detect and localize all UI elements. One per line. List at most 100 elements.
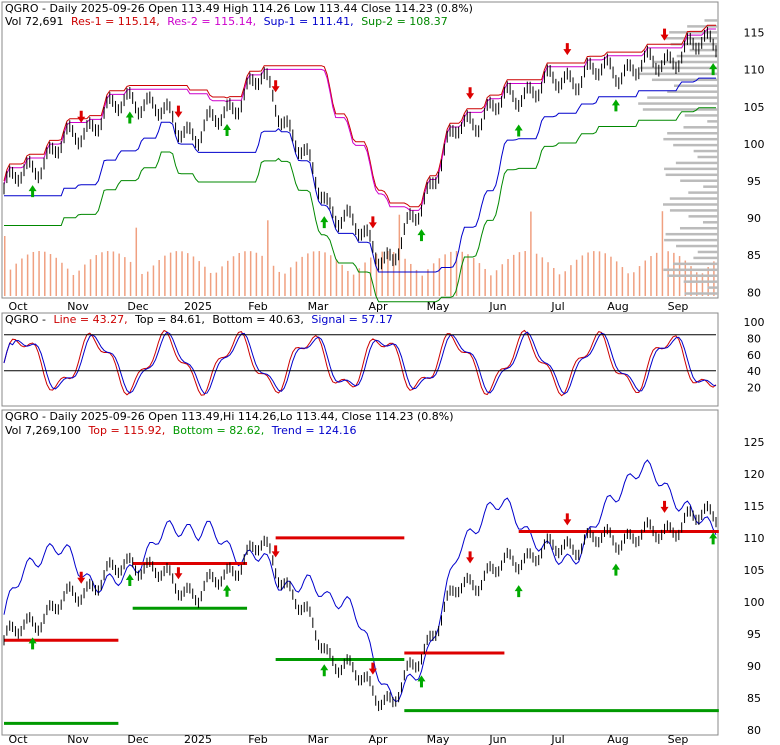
volume-profile-bin — [697, 155, 718, 159]
volume-bar — [335, 259, 338, 296]
volume-bar — [267, 220, 269, 296]
volume-bar — [95, 255, 98, 296]
volume-bar — [118, 253, 120, 296]
volume-bar — [44, 251, 46, 296]
month-label: Jun — [488, 300, 506, 313]
volume-profile-bin — [647, 96, 718, 99]
month-label: Feb — [248, 300, 267, 313]
volume-bar — [490, 275, 492, 296]
volume-bar — [598, 251, 601, 296]
volume-bar — [187, 253, 189, 296]
sell-arrow-bottom — [563, 513, 572, 526]
stochastic-line-label: Line = 43.27, — [53, 313, 127, 326]
sell-arrow-top — [271, 80, 280, 93]
volume-profile-bin — [673, 143, 718, 147]
volume-bar — [175, 251, 178, 296]
volume-bar — [615, 261, 618, 296]
sell-arrow-top — [77, 110, 86, 123]
volume-profile-bin — [702, 221, 718, 224]
volume-bar — [364, 262, 366, 296]
volume-profile-bin — [693, 256, 718, 260]
sell-arrow-bottom — [174, 567, 183, 580]
month-label-bottom: Apr — [368, 733, 388, 745]
volume-bar — [146, 271, 149, 296]
volume-bar — [633, 272, 635, 296]
stochastic-tick-label: 100 — [744, 316, 765, 329]
volume-profile-bin — [707, 120, 718, 123]
res2-line — [3, 28, 716, 211]
volume-profile-bin — [665, 232, 718, 236]
sell-arrow-bottom — [77, 571, 86, 584]
signal-arrows-bottom — [28, 500, 718, 688]
volume-bar — [232, 256, 235, 296]
volume-bar — [604, 253, 606, 296]
volume-bar — [152, 265, 155, 296]
volume-bar — [415, 269, 418, 296]
volume-bar — [581, 255, 584, 296]
volume-profile-bin — [689, 48, 718, 52]
volume-bar — [627, 273, 629, 296]
volume-profile-bin — [654, 60, 718, 64]
volume-bar — [312, 251, 315, 296]
volume-bar — [101, 252, 103, 296]
volume-profile-bin — [680, 179, 718, 182]
volume-bar — [15, 263, 17, 296]
volume-bar — [55, 257, 57, 296]
volume-bar — [278, 271, 281, 296]
volume-bar — [444, 254, 446, 296]
buy-arrow-bottom — [417, 675, 426, 688]
volume-profile-bin — [663, 137, 718, 141]
volume-bar — [9, 269, 12, 296]
volume-profile-bin — [679, 226, 718, 230]
volume-profile-bin — [664, 238, 718, 242]
volume-bar — [78, 270, 80, 296]
volume-profile-bin — [683, 126, 718, 129]
channel-tick-label: 80 — [747, 724, 761, 737]
volume-profile-bin — [676, 244, 718, 248]
volume-profile-bin — [651, 78, 718, 82]
volume-bar — [484, 268, 486, 296]
sup1-line — [4, 77, 716, 273]
volume-bar — [124, 257, 126, 296]
sell-arrow-top — [563, 43, 572, 56]
price-title: QGRO - Daily 2025-09-26 Open 113.49 High… — [5, 2, 473, 15]
volume-profile-bin — [707, 286, 718, 289]
channel-volume-label: Vol 7,269,100 — [5, 424, 81, 437]
channel-tick-label: 125 — [744, 436, 765, 449]
volume-bar — [215, 272, 218, 296]
sup1-label: Sup-1 = 111.41, — [264, 15, 354, 28]
volume-bar — [295, 261, 298, 296]
buy-arrow-top — [223, 123, 232, 136]
res2-label: Res-2 = 115.14, — [167, 15, 256, 28]
volume-bar — [427, 269, 429, 296]
buy-arrow-bottom — [611, 563, 620, 576]
sell-arrow-top — [466, 87, 475, 100]
buy-arrow-top — [514, 124, 523, 137]
channel-tick-label: 120 — [744, 468, 765, 481]
volume-bar — [324, 252, 326, 296]
sell-arrow-bottom — [368, 662, 377, 675]
buy-arrow-top — [417, 229, 426, 242]
month-label-bottom: 2025 — [184, 733, 212, 745]
volume-bar — [4, 236, 6, 296]
volume-profile-bin — [684, 292, 718, 295]
volume-bar — [272, 265, 275, 296]
buy-arrow-bottom — [223, 584, 232, 597]
volume-profile-bin — [667, 131, 718, 135]
stochastic-panel-frame — [1, 312, 719, 407]
price-tick-label: 85 — [747, 249, 761, 262]
volume-bar — [284, 273, 286, 296]
month-label: Mar — [308, 300, 329, 313]
volume-bar — [112, 251, 115, 296]
volume-profile-bin — [665, 173, 718, 177]
volume-bar — [547, 262, 549, 296]
volume-profile-bin — [667, 90, 718, 93]
volume-profile-bin — [704, 19, 718, 22]
volume-bar — [472, 258, 475, 296]
volume-bar — [512, 254, 515, 296]
volume-bar — [667, 251, 669, 296]
channel-lines — [3, 459, 719, 725]
volume-profile-bin — [639, 72, 718, 76]
channel-tick-label: 105 — [744, 564, 765, 577]
volume-bar — [518, 252, 521, 296]
